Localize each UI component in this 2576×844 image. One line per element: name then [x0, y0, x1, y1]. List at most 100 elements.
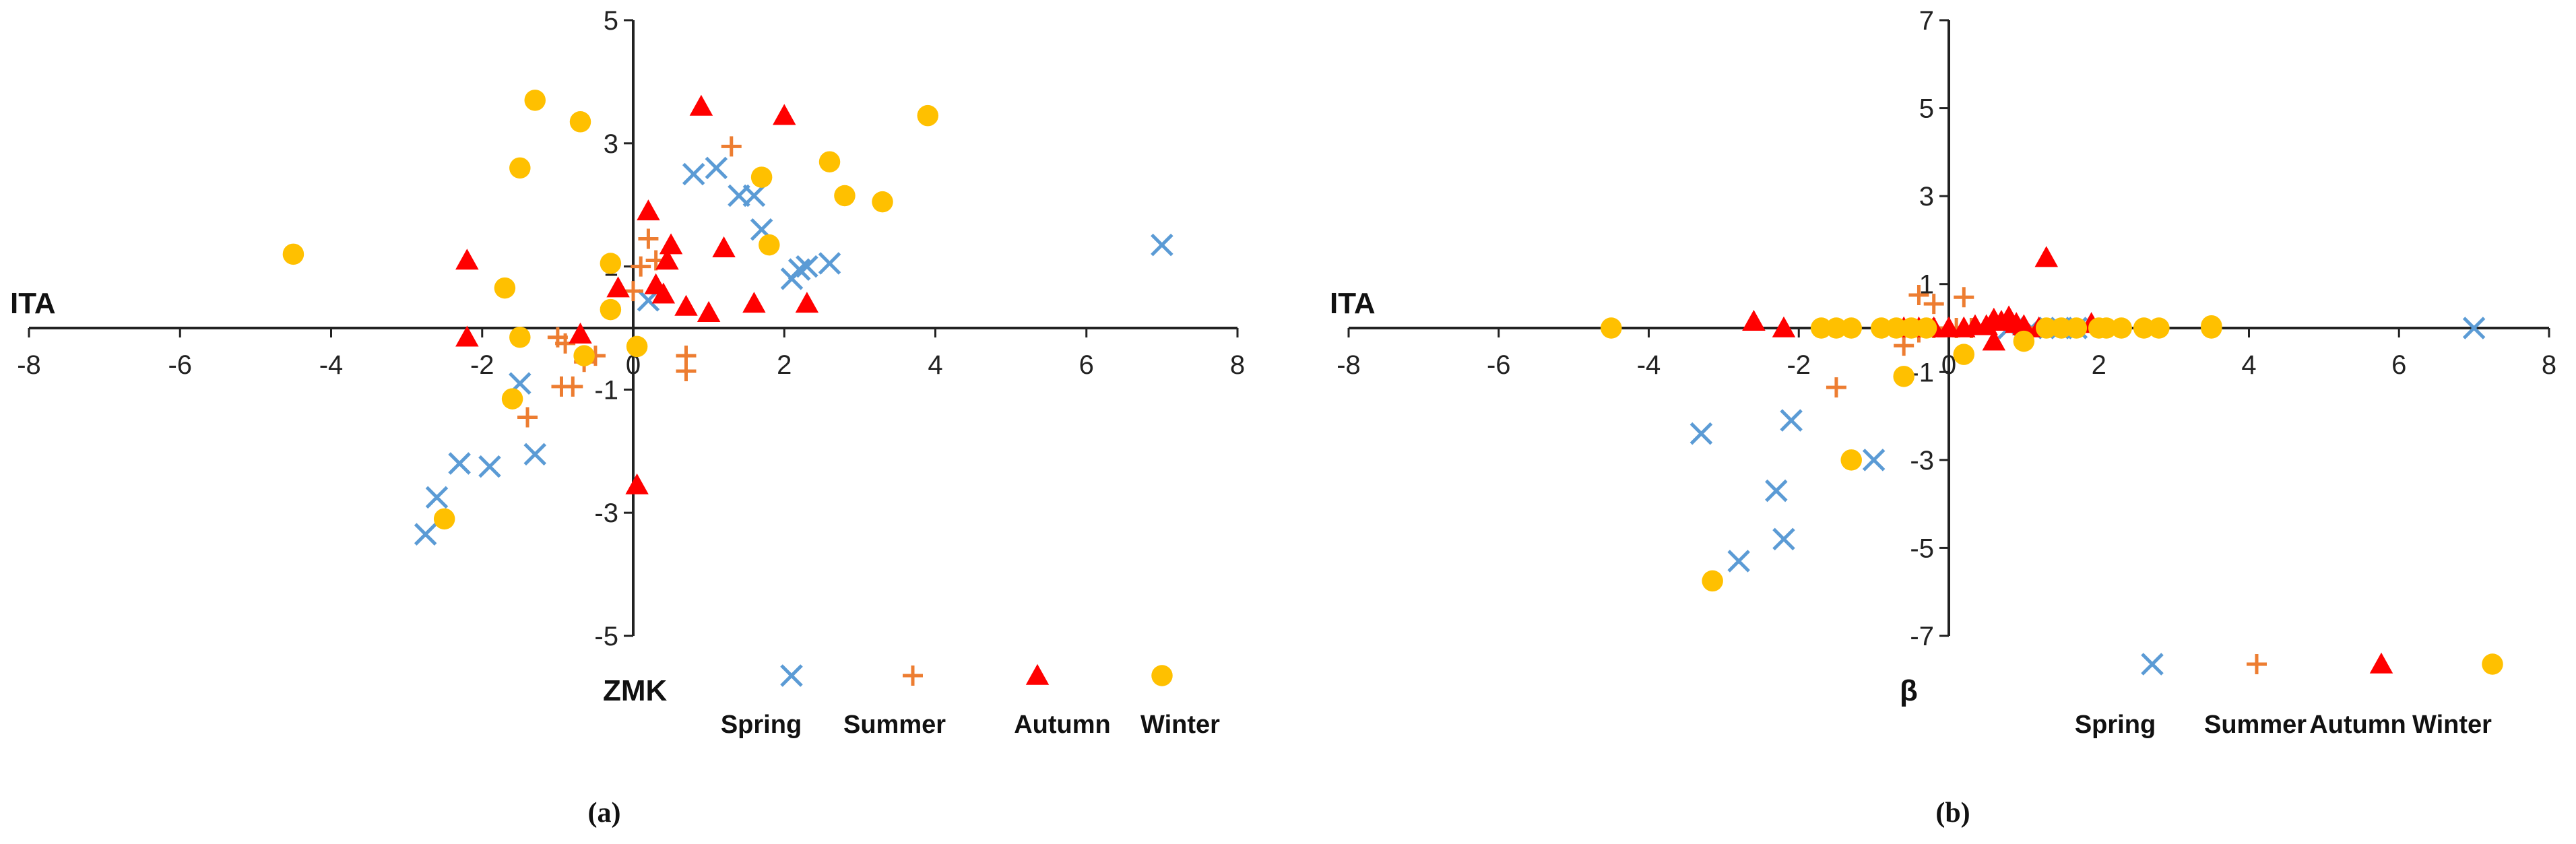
data-point-autumn [712, 236, 736, 257]
data-point-spring [1862, 449, 1886, 472]
data-point-summer [1908, 285, 1929, 306]
data-point-winter [2201, 315, 2222, 337]
data-point-autumn [455, 325, 479, 347]
data-point-autumn [569, 322, 592, 344]
data-point-winter [494, 277, 516, 299]
data-point-winter [2133, 317, 2155, 339]
x-tick-label: 0 [626, 350, 641, 380]
y-tick-label: 1 [1919, 270, 1934, 300]
data-point-winter [818, 151, 841, 172]
data-point-winter [2036, 317, 2057, 339]
data-point-summer [721, 136, 742, 157]
data-point-autumn [1937, 316, 1961, 337]
data-point-winter [2065, 317, 2088, 339]
data-point-winter [509, 157, 531, 179]
legend-marker-winter [2482, 653, 2503, 675]
data-point-winter [2148, 317, 2170, 339]
data-point-autumn [606, 276, 630, 298]
data-point-winter [433, 508, 455, 530]
legend-label-summer: Summer [843, 711, 946, 739]
panel-label: (a) [588, 798, 621, 829]
x-tick-label: -2 [1786, 350, 1811, 380]
data-point-spring [448, 452, 471, 475]
data-point-winter [1893, 366, 1914, 387]
data-point-spring [414, 523, 437, 546]
chart-panel-a: -8-6-4-202468-5-3-1135ITAZMKSpringSummer… [10, 6, 1245, 829]
data-point-autumn [659, 233, 683, 255]
data-point-autumn [455, 249, 479, 270]
data-point-spring [1772, 527, 1795, 551]
data-point-winter [1601, 317, 1622, 339]
y-tick-label: 7 [1919, 6, 1934, 36]
legend-label-winter: Winter [1140, 711, 1220, 739]
y-tick-label: 5 [1919, 94, 1934, 124]
data-point-winter [1840, 317, 1862, 339]
data-point-spring [2462, 317, 2486, 339]
x-tick-label: 6 [2391, 350, 2406, 380]
y-axis-label: ITA [10, 287, 56, 320]
data-point-winter [569, 111, 591, 133]
x-tick-label: -2 [470, 350, 494, 380]
data-point-spring [742, 184, 766, 207]
y-tick-label: -5 [594, 622, 618, 651]
legend-label-summer: Summer [2204, 711, 2307, 739]
data-point-spring [796, 255, 818, 278]
data-point-autumn [1982, 329, 2006, 351]
y-axis-label: ITA [1330, 287, 1376, 320]
y-tick-label: -5 [1910, 533, 1934, 563]
data-point-autumn [697, 300, 721, 322]
data-point-winter [2051, 317, 2072, 339]
data-point-autumn [689, 94, 713, 116]
x-tick-label: 2 [2092, 350, 2106, 380]
data-point-winter [600, 298, 622, 321]
data-point-spring [478, 455, 501, 478]
data-point-winter [600, 253, 622, 274]
y-tick-label: -1 [594, 375, 618, 405]
x-tick-label: 8 [1230, 350, 1245, 380]
data-point-winter [1871, 317, 1892, 339]
x-tick-label: -4 [1637, 350, 1661, 380]
data-point-summer [1826, 377, 1846, 398]
data-point-winter [524, 90, 546, 111]
data-point-spring [1780, 409, 1803, 432]
x-tick-label: -6 [1487, 350, 1511, 380]
data-point-winter [1826, 317, 1847, 339]
data-point-winter [2096, 317, 2117, 339]
data-point-winter [1900, 317, 1923, 339]
data-point-winter [1840, 449, 1862, 471]
x-tick-label: 4 [928, 350, 942, 380]
legend-label-spring: Spring [2075, 711, 2156, 739]
data-point-autumn [1742, 309, 1766, 331]
data-point-winter [834, 185, 856, 207]
x-tick-label: 4 [2241, 350, 2256, 380]
y-tick-label: -1 [1910, 358, 1934, 387]
x-tick-label: -6 [168, 350, 192, 380]
data-point-summer [638, 228, 659, 249]
legend-label-winter: Winter [2412, 711, 2492, 739]
data-point-winter [282, 243, 304, 265]
data-point-spring [523, 443, 547, 466]
legend-marker-spring [780, 664, 803, 687]
data-point-summer [676, 360, 697, 381]
data-point-autumn [2034, 246, 2059, 267]
data-point-spring [1727, 550, 1750, 573]
data-point-spring [682, 162, 705, 186]
data-point-winter [626, 335, 648, 358]
data-point-autumn [1772, 316, 1796, 337]
data-point-winter [501, 388, 523, 410]
data-point-autumn [651, 282, 676, 304]
data-point-spring [425, 486, 449, 509]
data-point-autumn [637, 199, 660, 221]
y-tick-label: -3 [1910, 446, 1934, 476]
data-point-spring [818, 252, 841, 275]
data-point-spring [787, 258, 811, 281]
legend-marker-summer [2247, 654, 2267, 674]
data-point-spring [1689, 422, 1713, 445]
data-point-summer [517, 407, 538, 428]
x-axis-label: ZMK [603, 674, 668, 707]
legend-marker-autumn [2369, 652, 2393, 674]
x-tick-label: -4 [319, 350, 344, 380]
data-point-spring [1151, 233, 1173, 257]
data-point-winter [1915, 317, 1937, 339]
